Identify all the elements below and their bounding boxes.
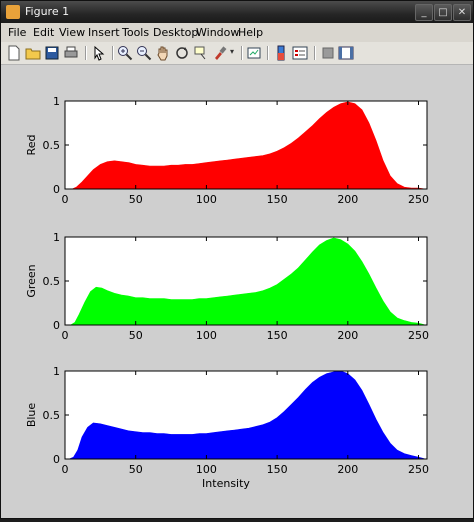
brush-dropdown-icon[interactable]: ▾ [230, 47, 235, 56]
axes-green-xtick-label: 250 [408, 329, 429, 342]
axes-green-xtick-label: 50 [129, 329, 143, 342]
axes-red-xtick-label: 250 [408, 193, 429, 206]
menu-insert[interactable]: Insert [88, 26, 120, 39]
brush-icon[interactable] [212, 45, 228, 61]
menu-bar: File Edit View Insert Tools Desktop Wind… [1, 23, 473, 42]
axes-red-xtick-label: 150 [267, 193, 288, 206]
axes-green-ytick-label: 0.5 [43, 275, 61, 288]
axes-blue-ytick-label: 1 [53, 365, 60, 378]
axes-blue-ytick-label: 0.5 [43, 409, 61, 422]
axes-green-ylabel: Green [25, 264, 38, 297]
axes-blue-xtick-label: 50 [129, 463, 143, 476]
rotate-3d-icon[interactable] [174, 45, 190, 61]
axes-red-xtick-label: 100 [196, 193, 217, 206]
menu-help[interactable]: Help [238, 26, 264, 39]
axes-red-ytick-label: 0 [53, 183, 60, 196]
hide-plot-tools-icon[interactable] [320, 45, 336, 61]
print-icon[interactable] [63, 45, 79, 61]
axes-red-histogram-area [65, 101, 426, 190]
menu-desktop[interactable]: Desktop [153, 26, 199, 39]
axes-blue-xtick-label: 0 [62, 463, 69, 476]
axes-blue-xtick-label: 100 [196, 463, 217, 476]
axes-red-xtick-label: 50 [129, 193, 143, 206]
data-cursor-icon[interactable] [193, 45, 209, 61]
select-arrow-icon[interactable] [91, 45, 107, 61]
axes-red-xtick-label: 0 [62, 193, 69, 206]
link-plot-icon[interactable] [246, 45, 262, 61]
axes-blue-xlabel: Intensity [202, 477, 250, 490]
axes-blue-xtick-label: 250 [408, 463, 429, 476]
zoom-out-icon[interactable] [136, 45, 152, 61]
menu-view[interactable]: View [59, 26, 86, 39]
axes-green-histogram-area [65, 237, 426, 326]
axes-blue-xtick-label: 150 [267, 463, 288, 476]
maximize-button[interactable]: □ [434, 4, 452, 21]
menu-tools[interactable]: Tools [122, 26, 150, 39]
menu-edit[interactable]: Edit [33, 26, 55, 39]
window-title: Figure 1 [25, 5, 70, 18]
axes-blue-ytick-label: 0 [53, 453, 60, 466]
figure-canvas: 0 50 100 150 200 250 0 0.5 1 Red 0 50 100 150 200 250 0 0… [1, 65, 473, 518]
axes-green-ytick-label: 0 [53, 319, 60, 332]
figure-toolbar: ▾ [1, 42, 473, 65]
minimize-button[interactable]: _ [415, 4, 433, 21]
axes-green-xtick-label: 200 [337, 329, 358, 342]
menu-file[interactable]: File [8, 26, 27, 39]
colorbar-icon[interactable] [273, 45, 289, 61]
show-plot-tools-icon[interactable] [338, 45, 354, 61]
zoom-in-icon[interactable] [117, 45, 133, 61]
axes-green-xtick-label: 0 [62, 329, 69, 342]
axes-red-ylabel: Red [25, 135, 38, 156]
axes-red-xtick-label: 200 [337, 193, 358, 206]
legend-icon[interactable] [292, 45, 308, 61]
axes-green-ytick-label: 1 [53, 231, 60, 244]
open-file-icon[interactable] [25, 45, 41, 61]
axes-blue-histogram-area [65, 370, 426, 460]
menu-window[interactable]: Window [196, 26, 240, 39]
axes-red-ytick-label: 0.5 [43, 139, 61, 152]
save-icon[interactable] [44, 45, 60, 61]
close-button[interactable]: ✕ [453, 4, 471, 21]
axes-blue-xtick-label: 200 [337, 463, 358, 476]
axes-green-xtick-label: 100 [196, 329, 217, 342]
new-figure-icon[interactable] [6, 45, 22, 61]
matlab-figure-icon [6, 5, 20, 19]
axes-green-xtick-label: 150 [267, 329, 288, 342]
axes-red-ytick-label: 1 [53, 95, 60, 108]
axes-blue-ylabel: Blue [25, 403, 38, 428]
title-bar[interactable]: Figure 1 _ □ ✕ [1, 1, 473, 23]
pan-hand-icon[interactable] [155, 45, 171, 61]
